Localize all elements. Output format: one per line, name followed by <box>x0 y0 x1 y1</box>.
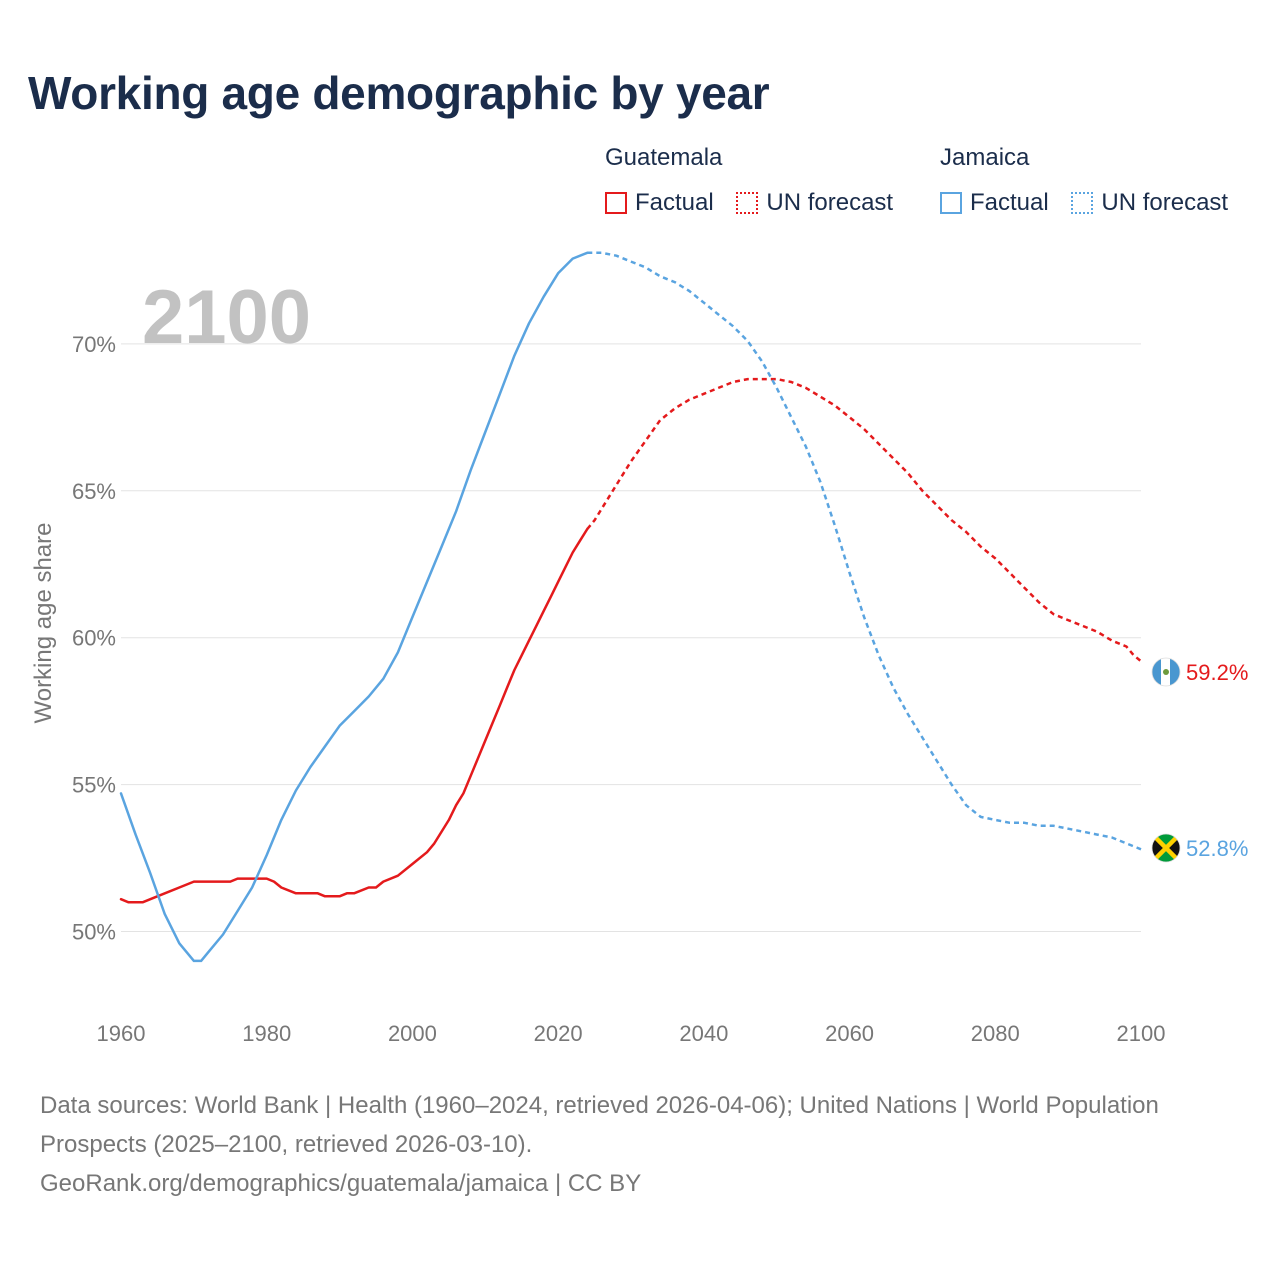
x-tick-label: 2100 <box>1117 1021 1166 1046</box>
y-tick-label: 60% <box>72 626 116 651</box>
y-tick-label: 65% <box>72 479 116 504</box>
legend-jamaica-factual-label: Factual <box>970 188 1049 216</box>
footer-sources: Data sources: World Bank | Health (1960–… <box>40 1092 1159 1158</box>
jamaica-flag-icon <box>1151 833 1181 863</box>
footer: Data sources: World Bank | Health (1960–… <box>40 1086 1250 1203</box>
jamaica-factual-line <box>119 251 589 963</box>
jamaica-end-label: 52.8% <box>1186 836 1248 861</box>
legend-guatemala-forecast-swatch <box>736 191 759 214</box>
legend-guatemala-factual-swatch <box>605 191 627 214</box>
guatemala-factual-line <box>119 527 589 904</box>
x-tick-label: 1980 <box>242 1021 291 1046</box>
legend-guatemala-factual[interactable]: Factual <box>605 189 714 217</box>
x-tick-label: 2000 <box>388 1021 437 1046</box>
y-axis-label: Working age share <box>30 523 57 724</box>
guatemala-flag-icon <box>1151 657 1181 687</box>
legend-guatemala-forecast[interactable]: UN forecast <box>736 189 893 217</box>
legend-guatemala-forecast-label: UN forecast <box>766 188 894 216</box>
legend-guatemala-factual-label: Factual <box>635 188 714 216</box>
guatemala-forecast-line <box>586 377 1142 663</box>
y-tick-label: 50% <box>72 920 116 945</box>
legend-jamaica-forecast-swatch <box>1071 191 1094 214</box>
legend-jamaica-factual[interactable]: Factual <box>940 189 1049 217</box>
footer-credit: GeoRank.org/demographics/guatemala/jamai… <box>40 1170 642 1197</box>
y-tick-label: 55% <box>72 773 116 798</box>
guatemala-end-label: 59.2% <box>1186 660 1248 685</box>
x-tick-label: 2040 <box>679 1021 728 1046</box>
x-tick-label: 2060 <box>825 1021 874 1046</box>
x-tick-label: 2080 <box>971 1021 1020 1046</box>
legend-jamaica-forecast-label: UN forecast <box>1101 188 1229 216</box>
legend-guatemala: Guatemala Factual UN forecast <box>605 144 893 217</box>
legend-jamaica: Jamaica Factual UN forecast <box>940 144 1228 217</box>
year-watermark: 2100 <box>142 275 311 360</box>
legend-jamaica-forecast[interactable]: UN forecast <box>1071 189 1228 217</box>
chart-title: Working age demographic by year <box>28 67 770 119</box>
x-tick-label: 2020 <box>534 1021 583 1046</box>
y-tick-label: 70% <box>72 332 116 357</box>
legend-jamaica-factual-swatch <box>940 191 962 214</box>
x-tick-label: 1960 <box>97 1021 146 1046</box>
legend-guatemala-name: Guatemala <box>605 144 723 171</box>
legend-jamaica-name: Jamaica <box>940 144 1030 171</box>
jamaica-forecast-line <box>587 251 1142 851</box>
